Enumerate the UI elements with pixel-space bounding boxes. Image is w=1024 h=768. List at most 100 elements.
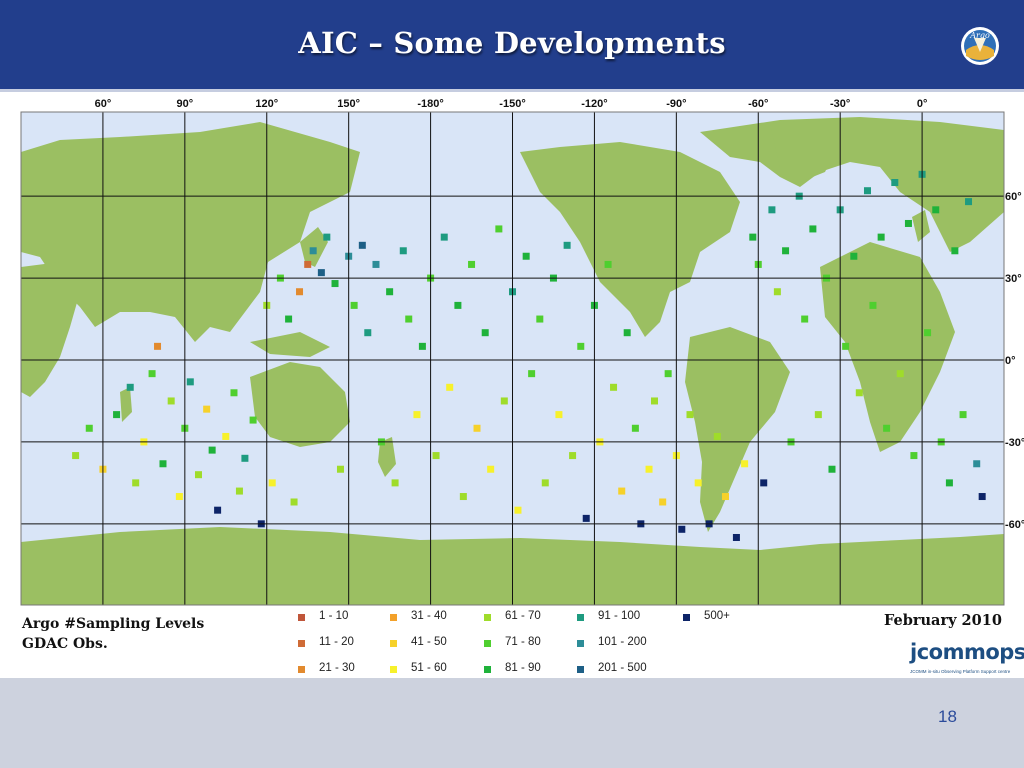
- float-point: [154, 342, 162, 350]
- float-point: [487, 465, 495, 473]
- legend-label: 21 - 30: [319, 662, 355, 674]
- float-point: [386, 288, 394, 296]
- longitude-label: -30°: [830, 98, 850, 110]
- float-point: [528, 370, 536, 378]
- float-point: [577, 342, 585, 350]
- float-point: [686, 411, 694, 419]
- float-point: [175, 493, 183, 501]
- float-point: [159, 460, 167, 468]
- float-point: [664, 370, 672, 378]
- float-point: [536, 315, 544, 323]
- float-point: [604, 260, 612, 268]
- float-point: [814, 411, 822, 419]
- longitude-label: 90°: [177, 98, 194, 110]
- float-point: [965, 198, 973, 206]
- float-point: [732, 533, 740, 541]
- land-africa-west: [21, 262, 80, 397]
- float-point: [842, 342, 850, 350]
- float-point: [358, 241, 366, 249]
- float-point: [891, 179, 899, 187]
- longitude-label: -180°: [417, 98, 443, 110]
- legend-swatch: [390, 666, 397, 673]
- float-point: [522, 252, 530, 260]
- argo-logo: Argo: [961, 27, 999, 65]
- float-point: [678, 525, 686, 533]
- jcommops-name: jcommops: [910, 640, 1024, 664]
- float-point: [296, 288, 304, 296]
- float-point: [473, 424, 481, 432]
- float-point: [268, 479, 276, 487]
- float-point: [481, 329, 489, 337]
- float-point: [432, 452, 440, 460]
- land-eurasia-north: [700, 117, 1004, 252]
- latitude-label: -60°: [1005, 519, 1024, 531]
- float-point: [973, 460, 981, 468]
- jcommops-logo: jcommops JCOMM in-situ Observing Platfor…: [906, 638, 1024, 678]
- float-point: [932, 206, 940, 214]
- legend-swatch: [577, 640, 584, 647]
- float-point: [645, 465, 653, 473]
- float-point: [222, 432, 230, 440]
- float-point: [694, 479, 702, 487]
- float-point: [563, 241, 571, 249]
- float-point: [631, 424, 639, 432]
- latitude-label: -30°: [1005, 437, 1024, 449]
- float-point: [235, 487, 243, 495]
- legend-label: 201 - 500: [598, 662, 647, 674]
- legend-title-line2: GDAC Obs.: [22, 636, 108, 652]
- float-point: [285, 315, 293, 323]
- float-point: [809, 225, 817, 233]
- legend-swatch: [577, 614, 584, 621]
- float-point: [203, 405, 211, 413]
- latitude-label: 0°: [1005, 355, 1016, 367]
- jcommops-subtitle: JCOMM in-situ Observing Platform Support…: [910, 669, 1011, 674]
- logo-text: Argo: [969, 31, 990, 40]
- longitude-label: -120°: [581, 98, 607, 110]
- float-point: [446, 383, 454, 391]
- float-point: [72, 452, 80, 460]
- land-greenland: [770, 120, 840, 182]
- float-point: [650, 397, 658, 405]
- float-point: [468, 260, 476, 268]
- float-point: [855, 389, 863, 397]
- float-point: [132, 479, 140, 487]
- slide-header: AIC – Some Developments Argo: [0, 0, 1024, 92]
- float-point: [959, 411, 967, 419]
- land-indonesia: [250, 332, 330, 357]
- float-point: [801, 315, 809, 323]
- float-point: [904, 219, 912, 227]
- float-point: [148, 370, 156, 378]
- float-point: [208, 446, 216, 454]
- float-point: [582, 514, 590, 522]
- float-point: [768, 206, 776, 214]
- float-point: [249, 416, 257, 424]
- longitude-label: -60°: [748, 98, 768, 110]
- legend-swatch: [484, 640, 491, 647]
- float-point: [323, 233, 331, 241]
- legend-swatch: [577, 666, 584, 673]
- float-point: [85, 424, 93, 432]
- float-point: [713, 432, 721, 440]
- float-point: [399, 247, 407, 255]
- page-number: 18: [938, 707, 957, 726]
- float-point: [863, 187, 871, 195]
- float-point: [413, 411, 421, 419]
- legend-title: Argo #Sampling Levels GDAC Obs.: [22, 614, 204, 654]
- float-point: [391, 479, 399, 487]
- float-point: [623, 329, 631, 337]
- legend-label: 101 - 200: [598, 636, 647, 648]
- float-point: [364, 329, 372, 337]
- longitude-label: 60°: [95, 98, 112, 110]
- latitude-label: 30°: [1005, 273, 1022, 285]
- float-point: [418, 342, 426, 350]
- legend-label: 91 - 100: [598, 610, 641, 622]
- legend-swatch: [484, 614, 491, 621]
- land-africa: [820, 242, 955, 452]
- float-point: [194, 471, 202, 479]
- float-point: [459, 493, 467, 501]
- legend-swatch: [484, 666, 491, 673]
- legend-swatch: [298, 614, 305, 621]
- legend-swatch: [390, 614, 397, 621]
- legend-swatch: [298, 640, 305, 647]
- float-point: [951, 247, 959, 255]
